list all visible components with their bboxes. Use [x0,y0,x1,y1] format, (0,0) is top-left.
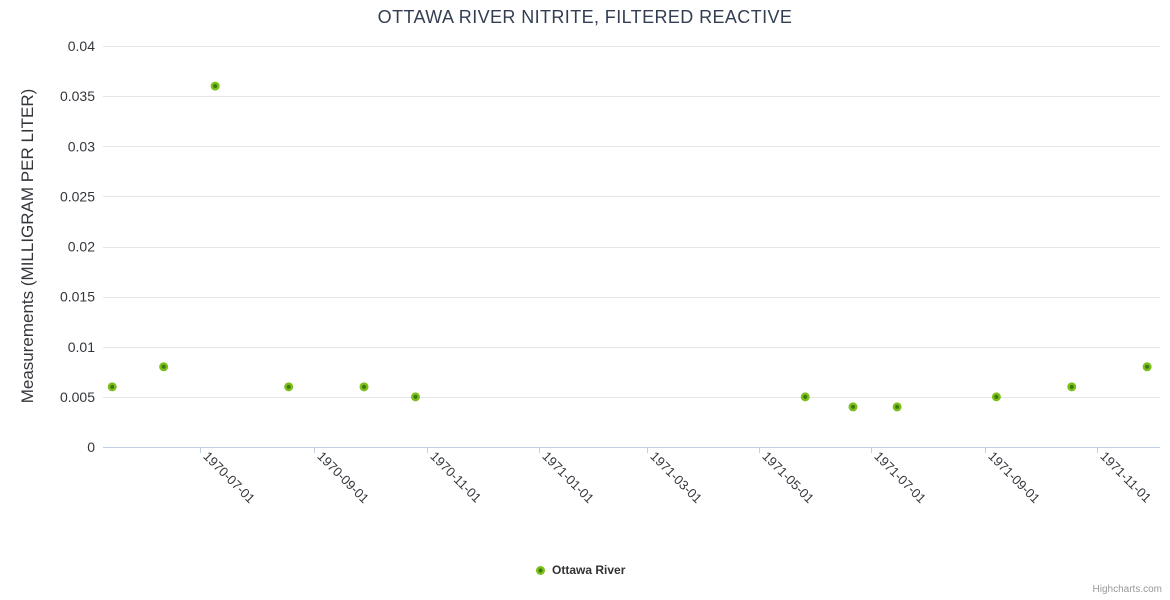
data-point-marker-core [803,394,808,399]
data-point-marker-core [362,384,367,389]
data-point-marker-core [161,364,166,369]
x-axis-label: 1970-09-01 [314,449,372,507]
data-point-marker-core [994,394,999,399]
chart-title: OTTAWA RIVER NITRITE, FILTERED REACTIVE [377,7,793,27]
x-axis-label: 1971-09-01 [985,449,1043,507]
highcharts-credits-link[interactable]: Highcharts.com [1092,584,1162,595]
data-point[interactable] [1067,382,1077,392]
y-axis-label: 0.03 [68,138,95,154]
data-point[interactable] [848,402,858,412]
y-axis-label: 0.035 [60,88,95,104]
y-axis-label: 0 [87,439,95,455]
data-point-marker-core [286,384,291,389]
data-point[interactable] [1142,362,1152,372]
data-point[interactable] [284,382,294,392]
data-point[interactable] [892,402,902,412]
data-point[interactable] [359,382,369,392]
y-axis-label: 0.005 [60,389,95,405]
x-axis-label: 1970-11-01 [427,449,484,506]
y-axis-label: 0.04 [68,38,95,54]
x-axis-label: 1971-11-01 [1097,449,1154,506]
data-point-marker-core [110,384,115,389]
legend-item-ottawa-river[interactable]: Ottawa River [536,563,625,577]
y-axis-label: 0.02 [68,239,95,255]
x-axis-label: 1970-07-01 [200,449,258,507]
y-axis-label: 0.01 [68,339,95,355]
x-axis-label: 1971-05-01 [759,449,817,507]
data-point-marker-core [851,404,856,409]
data-point[interactable] [210,81,220,91]
legend-marker-icon [536,565,545,575]
data-point-marker-core [213,84,218,89]
y-axis-label: 0.025 [60,188,95,204]
data-point-marker-core [413,394,418,399]
legend-label: Ottawa River [552,563,626,577]
data-point[interactable] [159,362,169,372]
data-point[interactable] [991,392,1001,402]
data-point-marker-core [895,404,900,409]
y-axis-label: 0.015 [60,289,95,305]
data-point[interactable] [107,382,117,392]
data-point[interactable] [411,392,421,402]
y-axis-title: Measurements (MILLIGRAM PER LITER) [18,88,37,404]
data-point-marker-core [1145,364,1150,369]
x-axis-label: 1971-03-01 [647,449,705,507]
data-point[interactable] [800,392,810,402]
x-axis-label: 1971-07-01 [871,449,929,507]
data-point-marker-core [1069,384,1074,389]
x-axis-label: 1971-01-01 [539,449,597,507]
